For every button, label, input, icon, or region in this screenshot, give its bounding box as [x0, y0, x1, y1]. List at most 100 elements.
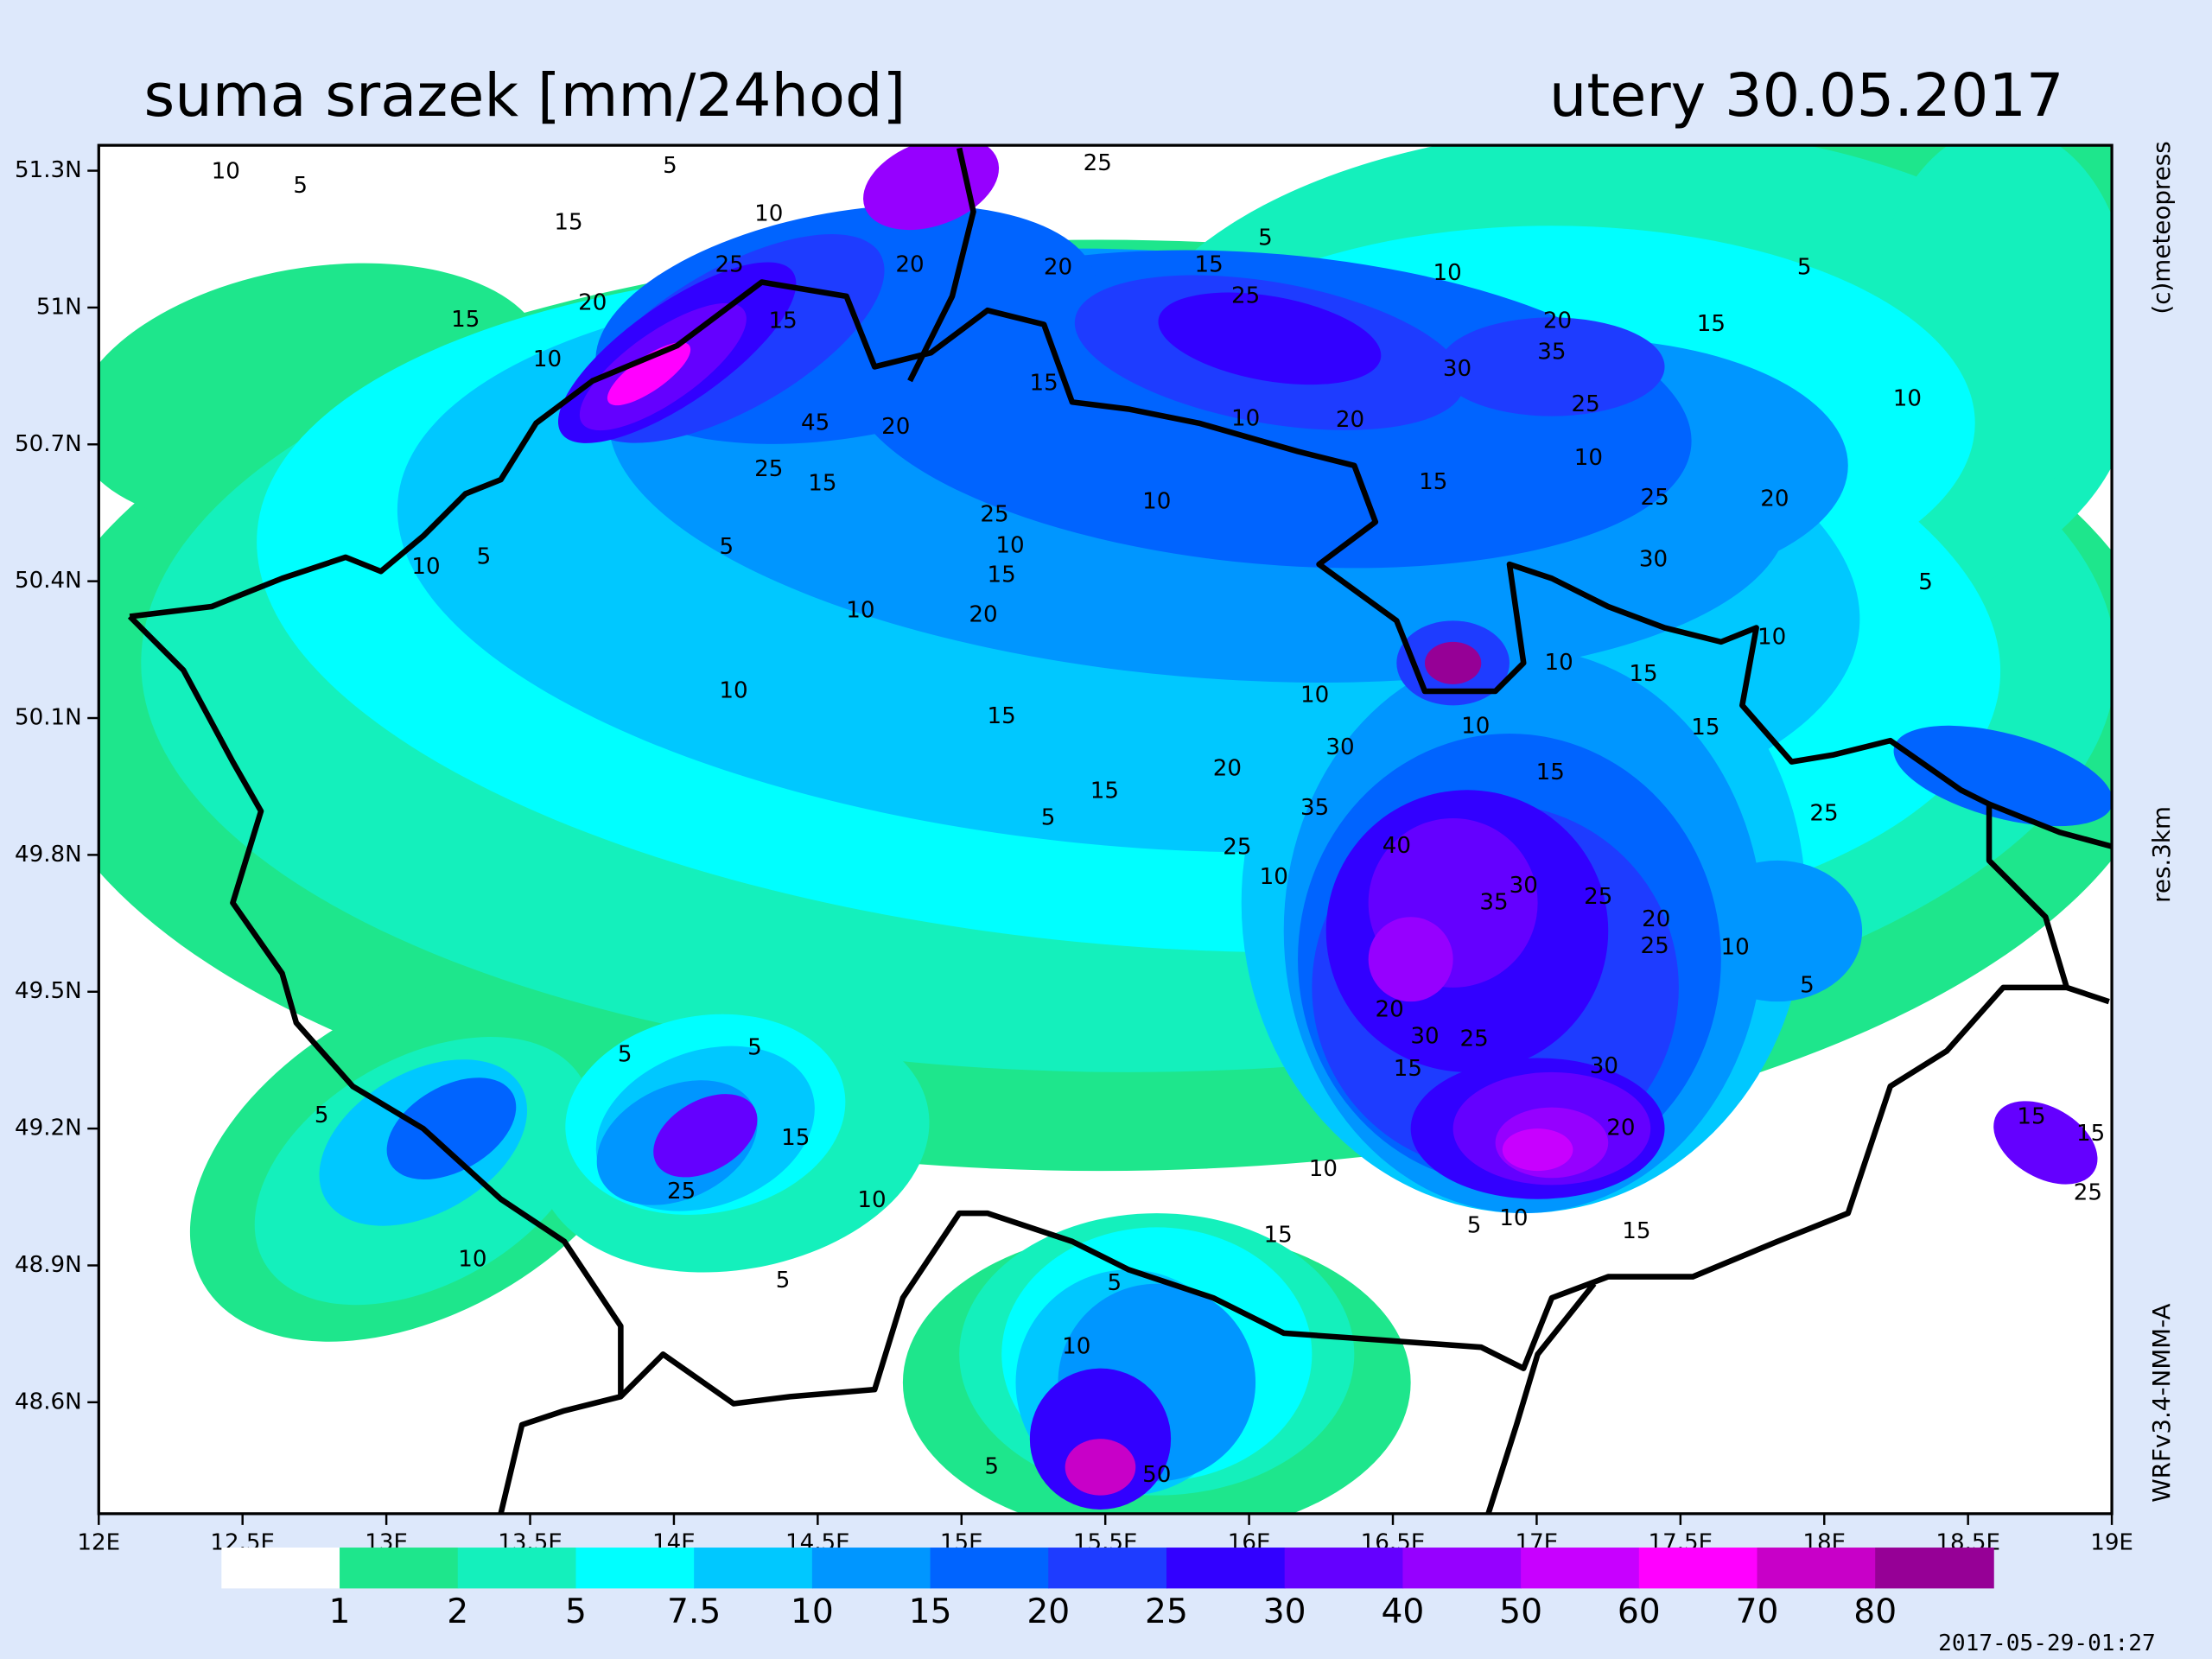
resolution: res.3km — [2147, 806, 2176, 903]
lat-tick-label: 51.3N — [15, 157, 82, 183]
contour-label: 50 — [1142, 1462, 1171, 1488]
contour-label: 15 — [1629, 661, 1657, 687]
colorbar-swatch — [811, 1548, 931, 1589]
contour-label: 15 — [451, 307, 480, 333]
contour-label: 15 — [2017, 1104, 2045, 1130]
contour-label: 25 — [1460, 1027, 1489, 1052]
contour-label: 10 — [1260, 864, 1288, 890]
contour-label: 15 — [1030, 371, 1058, 397]
colorbar-label: 50 — [1499, 1592, 1542, 1631]
contour-label: 5 — [747, 1035, 762, 1061]
contour-label: 10 — [1461, 713, 1490, 739]
colorbar-swatch — [1875, 1548, 1994, 1589]
contour-label: 15 — [988, 563, 1016, 588]
contour-label: 15 — [781, 1125, 810, 1151]
colorbar-label: 5 — [565, 1592, 587, 1631]
contour-label: 10 — [1433, 260, 1461, 286]
colorbar-label: 2 — [447, 1592, 468, 1631]
map-title: suma srazek [mm/24hod] — [144, 61, 906, 130]
contour-label: 20 — [1044, 255, 1072, 281]
border — [129, 279, 2069, 988]
contour-label: 30 — [1410, 1023, 1439, 1049]
contour-label: 15 — [1697, 311, 1726, 337]
contour-label: 10 — [846, 597, 874, 623]
border — [1987, 801, 2113, 849]
contour-label: 5 — [1800, 973, 1815, 999]
contour-label: 25 — [715, 251, 743, 277]
contour-label: 20 — [1336, 407, 1364, 433]
contour-label: 10 — [1758, 624, 1786, 650]
contour-label: 35 — [1537, 340, 1566, 365]
contour-label: 15 — [1691, 715, 1719, 741]
contour-label: 5 — [618, 1042, 632, 1068]
contour-label: 10 — [1893, 386, 1922, 412]
contour-label: 15 — [1090, 778, 1119, 804]
border — [1485, 1281, 1597, 1514]
contour-label: 15 — [1394, 1056, 1422, 1082]
contour-label: 20 — [1606, 1116, 1635, 1141]
lat-tick-label: 48.6N — [15, 1389, 82, 1414]
contour-label: 25 — [1584, 884, 1612, 910]
colorbar-swatch — [1757, 1548, 1877, 1589]
contour-label: 40 — [1382, 833, 1411, 859]
colorbar-label: 20 — [1027, 1592, 1070, 1631]
contour-label: 10 — [1574, 445, 1603, 471]
contour-label: 10 — [1721, 935, 1750, 961]
contour-label: 30 — [1443, 356, 1471, 382]
colorbar-label: 30 — [1263, 1592, 1306, 1631]
contour-label: 20 — [1213, 755, 1242, 781]
contour-labels: 10 5 5 10 15 25 20 15 10 15 20 20 25 15 5 10 5 15 20 35 30 25… — [212, 150, 2106, 1488]
contour-label: 20 — [1376, 996, 1404, 1022]
lat-tick-label: 49.5N — [15, 978, 82, 1004]
rain-area — [1065, 1439, 1136, 1496]
colorbar-label: 1 — [329, 1592, 351, 1631]
rain-area — [1158, 292, 1382, 385]
colorbar-swatch — [1048, 1548, 1167, 1589]
contour-label: 20 — [1760, 486, 1789, 512]
precipitation-field — [99, 145, 2113, 1514]
colorbar-swatch — [1284, 1548, 1404, 1589]
contour-label: 5 — [663, 153, 677, 179]
rain-area — [1368, 917, 1453, 1002]
rain-area — [386, 1077, 517, 1179]
contour-label: 5 — [776, 1268, 791, 1294]
rain-area — [1502, 1128, 1573, 1172]
contour-label: 5 — [315, 1103, 329, 1128]
colorbar: 1 2 5 7.5 10 15 20 25 30 40 50 60 70 80 — [221, 1548, 1994, 1631]
contour-label: 15 — [769, 308, 798, 334]
axis-ticks: 51.3N 51N 50.7N 50.4N 50.1N 49.8N 49.5N 49.2N 48… — [15, 157, 2133, 1556]
contour-label: 20 — [969, 601, 997, 627]
copyright: (c)meteopress — [2147, 141, 2176, 314]
contour-label: 25 — [2074, 1180, 2102, 1206]
contour-label: 15 — [1419, 469, 1447, 495]
lat-tick-label: 50.1N — [15, 705, 82, 731]
contour-label: 5 — [1467, 1212, 1482, 1238]
contour-label: 20 — [1642, 906, 1670, 932]
colorbar-label: 15 — [909, 1592, 952, 1631]
colorbar-label: 80 — [1853, 1592, 1897, 1631]
map-date: utery 30.05.2017 — [1549, 61, 2064, 130]
lat-tick-label: 48.9N — [15, 1252, 82, 1278]
contour-label: 5 — [720, 534, 734, 560]
contour-label: 15 — [1622, 1218, 1650, 1244]
contour-label: 5 — [1797, 255, 1812, 281]
rain-area — [1993, 1101, 2098, 1185]
contour-label: 10 — [719, 677, 747, 703]
colorbar-swatch — [457, 1548, 577, 1589]
contour-label: 25 — [1571, 391, 1599, 417]
contour-label: 10 — [458, 1246, 486, 1272]
colorbar-swatch — [1166, 1548, 1286, 1589]
contour-label: 20 — [881, 414, 910, 440]
contour-label: 25 — [1223, 835, 1251, 861]
contour-label: 20 — [1543, 308, 1572, 334]
contour-label: 25 — [667, 1179, 696, 1205]
contour-label: 10 — [857, 1187, 886, 1213]
contour-label: 30 — [1510, 873, 1538, 899]
contour-label: 5 — [1041, 804, 1056, 830]
contour-label: 20 — [578, 290, 607, 316]
rain-area — [1693, 860, 1863, 1002]
border — [907, 147, 976, 383]
lat-tick-label: 51N — [36, 294, 82, 320]
contour-label: 10 — [1300, 682, 1329, 708]
lon-tick-label: 12E — [77, 1530, 120, 1556]
